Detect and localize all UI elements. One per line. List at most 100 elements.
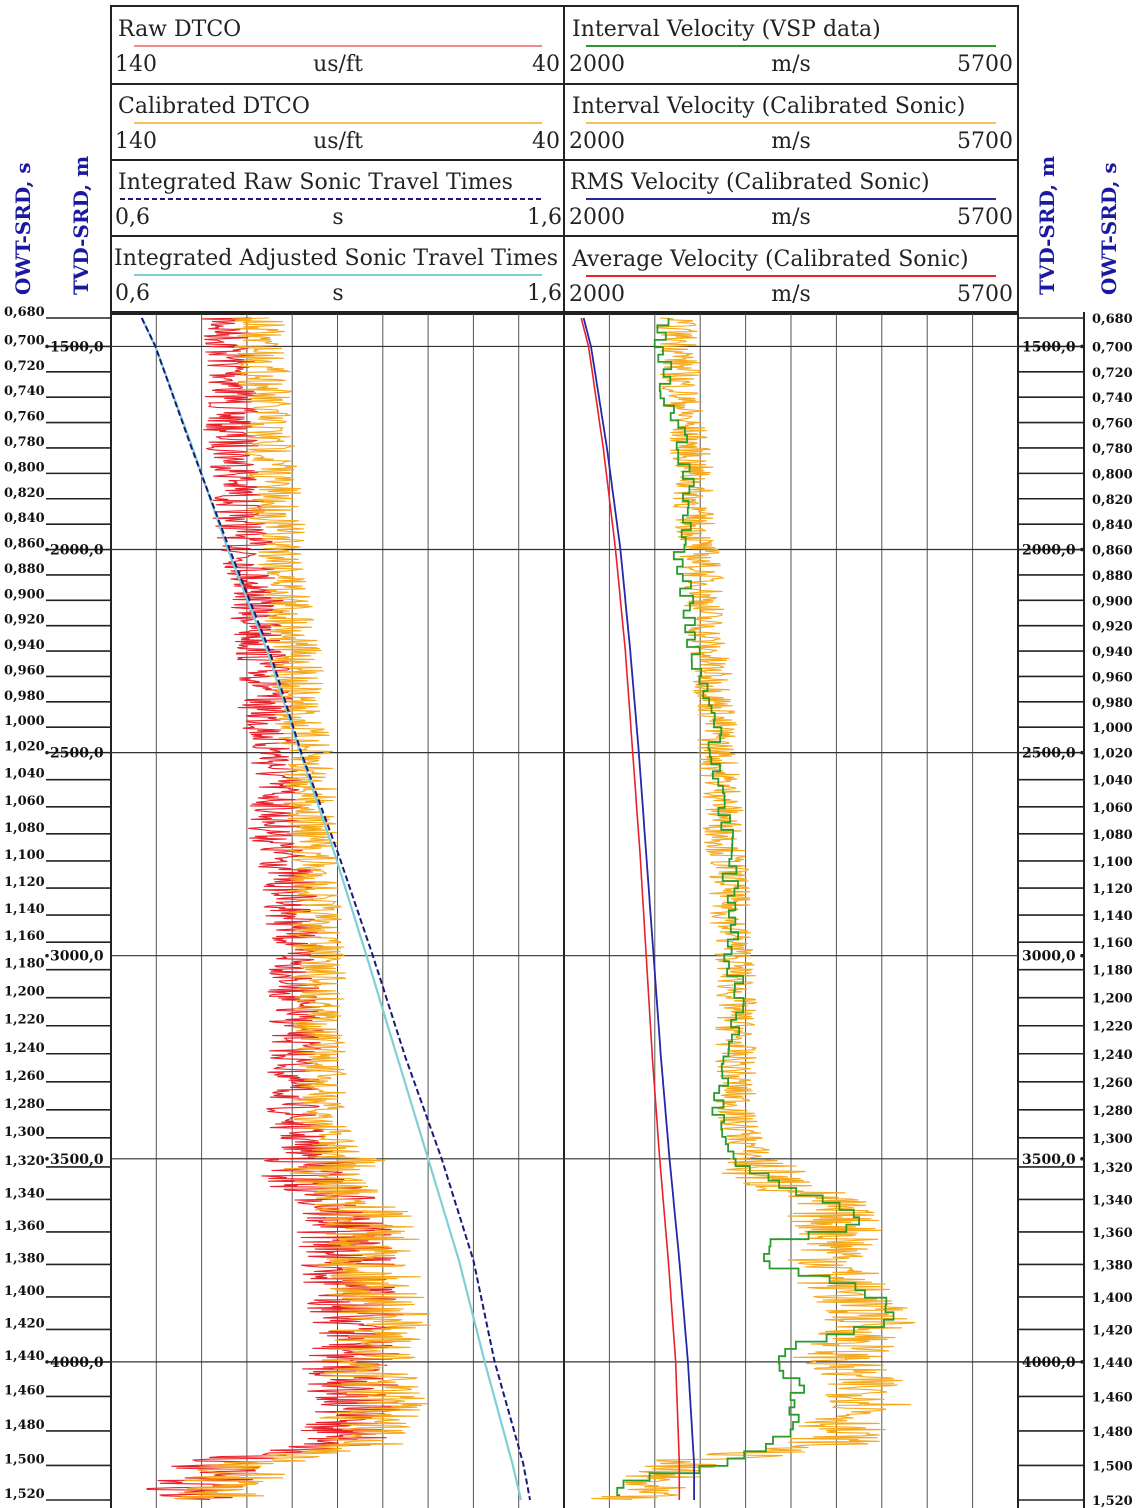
header-unit: m/s — [771, 205, 811, 230]
owt-tick-label: 1,360 — [4, 1219, 45, 1234]
owt-tick-label: 1,040 — [4, 767, 45, 782]
header-max: 40 — [532, 129, 560, 154]
header-min: 0,6 — [115, 281, 150, 306]
header-title: Interval Velocity (VSP data) — [572, 17, 881, 42]
tvd-tick-label: 4000,0 — [50, 1355, 104, 1371]
owt-tick-label: 0,840 — [1092, 518, 1133, 533]
left-owt-axis-label: OWT-SRD, s — [11, 162, 35, 295]
header-title: Integrated Raw Sonic Travel Times — [118, 170, 513, 195]
tvd-tick-label: 1500,0 — [1022, 339, 1076, 355]
owt-tick-label: 1,020 — [1092, 747, 1133, 762]
owt-tick-label: 1,500 — [1092, 1459, 1133, 1474]
owt-tick-label: 1,200 — [4, 985, 45, 1000]
owt-tick-label: 1,100 — [4, 848, 45, 863]
owt-tick-label: 0,780 — [1092, 442, 1133, 457]
owt-tick-label: 1,460 — [4, 1383, 45, 1398]
owt-tick-label: 1,020 — [4, 740, 45, 755]
owt-tick-label: 0,980 — [1092, 696, 1133, 711]
tvd-tick-mark — [45, 1157, 49, 1161]
owt-tick-label: 0,820 — [1092, 493, 1133, 508]
owt-tick-label: 1,280 — [1092, 1104, 1133, 1119]
owt-tick-label: 0,680 — [4, 305, 45, 320]
header-unit: us/ft — [313, 129, 363, 154]
owt-tick-label: 1,080 — [4, 821, 45, 836]
header-title: Raw DTCO — [118, 17, 241, 42]
owt-tick-label: 0,900 — [1092, 594, 1133, 609]
tvd-tick-label: 1500,0 — [50, 339, 104, 355]
tvd-tick-mark — [45, 1360, 49, 1364]
owt-tick-label: 1,040 — [1092, 774, 1133, 789]
owt-tick-label: 1,440 — [1092, 1356, 1133, 1371]
owt-tick-label: 0,940 — [4, 638, 45, 653]
tvd-tick-label: 3500,0 — [50, 1152, 104, 1168]
owt-tick-label: 1,160 — [4, 929, 45, 944]
owt-tick-label: 1,380 — [4, 1251, 45, 1266]
owt-tick-label: 1,060 — [1092, 801, 1133, 816]
owt-tick-label: 1,000 — [1092, 721, 1133, 736]
owt-tick-label: 1,500 — [4, 1452, 45, 1467]
header-min: 2000 — [569, 52, 625, 77]
owt-tick-label: 0,720 — [1092, 366, 1133, 381]
owt-tick-label: 1,300 — [4, 1125, 45, 1140]
owt-tick-label: 0,960 — [4, 663, 45, 678]
owt-tick-label: 0,880 — [1092, 569, 1133, 584]
owt-tick-label: 1,200 — [1092, 992, 1133, 1007]
header-unit: m/s — [771, 52, 811, 77]
header-max: 5700 — [957, 205, 1013, 230]
owt-tick-label: 0,740 — [4, 384, 45, 399]
owt-tick-label: 1,420 — [4, 1316, 45, 1331]
owt-tick-label: 0,780 — [4, 435, 45, 450]
header-title: Calibrated DTCO — [118, 94, 310, 119]
owt-tick-label: 0,900 — [4, 587, 45, 602]
header-title: RMS Velocity (Calibrated Sonic) — [570, 170, 930, 195]
owt-tick-label: 1,340 — [4, 1186, 45, 1201]
owt-tick-label: 1,140 — [4, 902, 45, 917]
owt-tick-label: 1,520 — [4, 1487, 45, 1502]
owt-tick-label: 0,800 — [4, 460, 45, 475]
tvd-tick-mark — [1080, 548, 1084, 552]
owt-tick-label: 1,320 — [4, 1154, 45, 1169]
owt-tick-label: 1,260 — [1092, 1076, 1133, 1091]
tvd-tick-label: 4000,0 — [1022, 1355, 1076, 1371]
owt-tick-label: 1,480 — [1092, 1425, 1133, 1440]
header-max: 1,6 — [527, 205, 562, 230]
owt-tick-label: 0,720 — [4, 359, 45, 374]
left-tvd-axis-label: TVD-SRD, m — [69, 156, 93, 295]
owt-tick-label: 1,380 — [1092, 1258, 1133, 1273]
tvd-tick-mark — [45, 548, 49, 552]
tvd-tick-mark — [1080, 345, 1084, 349]
header-title: Integrated Adjusted Sonic Travel Times — [114, 246, 558, 271]
owt-tick-label: 1,360 — [1092, 1226, 1133, 1241]
owt-tick-label: 0,760 — [4, 410, 45, 425]
owt-tick-label: 0,740 — [1092, 391, 1133, 406]
owt-tick-label: 0,700 — [4, 333, 45, 348]
tvd-tick-label: 2000,0 — [50, 543, 104, 559]
tvd-tick-label: 2000,0 — [1022, 543, 1076, 559]
tvd-tick-label: 3000,0 — [50, 949, 104, 965]
header-unit: s — [332, 205, 343, 230]
owt-tick-label: 1,000 — [4, 714, 45, 729]
owt-tick-label: 0,820 — [4, 486, 45, 501]
tvd-tick-mark — [1080, 751, 1084, 755]
header-min: 140 — [115, 52, 157, 77]
owt-tick-label: 1,320 — [1092, 1161, 1133, 1176]
owt-tick-label: 1,240 — [1092, 1048, 1133, 1063]
owt-tick-label: 1,400 — [4, 1284, 45, 1299]
owt-tick-label: 0,960 — [1092, 670, 1133, 685]
owt-tick-label: 0,920 — [4, 613, 45, 628]
owt-tick-label: 1,120 — [4, 875, 45, 890]
owt-tick-label: 0,760 — [1092, 417, 1133, 432]
tvd-tick-mark — [45, 954, 49, 958]
header-max: 40 — [532, 52, 560, 77]
owt-tick-label: 1,100 — [1092, 855, 1133, 870]
owt-tick-label: 1,060 — [4, 794, 45, 809]
owt-tick-label: 1,460 — [1092, 1390, 1133, 1405]
right-owt-axis-label: OWT-SRD, s — [1097, 162, 1121, 295]
header-min: 2000 — [569, 282, 625, 307]
header-max: 5700 — [957, 129, 1013, 154]
owt-tick-label: 1,440 — [4, 1349, 45, 1364]
header-max: 5700 — [957, 52, 1013, 77]
owt-tick-label: 0,860 — [4, 537, 45, 552]
tvd-tick-label: 2500,0 — [50, 746, 104, 762]
